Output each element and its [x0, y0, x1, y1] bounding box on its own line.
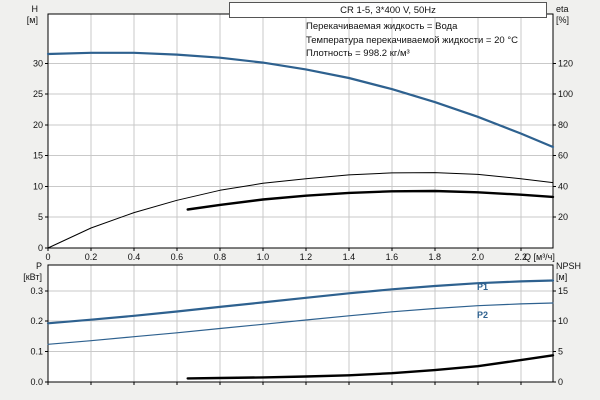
svg-text:0: 0 — [45, 252, 50, 262]
svg-text:1.0: 1.0 — [257, 252, 270, 262]
svg-text:1.4: 1.4 — [343, 252, 356, 262]
chart-title: CR 1-5, 3*400 V, 50Hz — [229, 2, 547, 18]
svg-text:0.1: 0.1 — [30, 347, 43, 357]
svg-text:60: 60 — [558, 151, 568, 161]
svg-text:0.3: 0.3 — [30, 286, 43, 296]
svg-text:0: 0 — [38, 243, 43, 253]
svg-text:30: 30 — [33, 58, 43, 68]
svg-text:5: 5 — [38, 212, 43, 222]
NPSH-curve — [186, 354, 555, 380]
svg-text:25: 25 — [33, 89, 43, 99]
svg-text:100: 100 — [558, 89, 573, 99]
svg-text:15: 15 — [558, 286, 568, 296]
svg-text:0.2: 0.2 — [30, 316, 43, 326]
svg-text:1.8: 1.8 — [429, 252, 442, 262]
eta-pump-curve — [47, 172, 554, 249]
svg-text:40: 40 — [558, 181, 568, 191]
p1-series-label: P1 — [477, 282, 489, 292]
svg-text:0.4: 0.4 — [128, 252, 141, 262]
svg-text:0: 0 — [558, 377, 563, 387]
svg-text:120: 120 — [558, 58, 573, 68]
svg-text:15: 15 — [33, 151, 43, 161]
svg-text:0.2: 0.2 — [85, 252, 98, 262]
svg-text:80: 80 — [558, 120, 568, 130]
svg-text:5: 5 — [558, 347, 563, 357]
annotation-line: Плотность = 998.2 кг/м³ — [306, 48, 410, 59]
H-Q-curve — [46, 51, 555, 149]
svg-text:2.2: 2.2 — [515, 252, 528, 262]
fluid-annotations: Перекачиваемая жидкость = Вода Температу… — [306, 20, 518, 61]
eta-total-curve — [186, 189, 555, 211]
annotation-line: Перекачиваемая жидкость = Вода — [306, 21, 458, 32]
P1-curve — [46, 279, 555, 325]
svg-text:0.6: 0.6 — [171, 252, 184, 262]
svg-text:2.0: 2.0 — [472, 252, 485, 262]
svg-text:1.6: 1.6 — [386, 252, 399, 262]
svg-text:0.0: 0.0 — [30, 377, 43, 387]
svg-text:10: 10 — [558, 316, 568, 326]
P2-curve — [47, 302, 554, 345]
power-axis-label: P [кВт] — [23, 261, 42, 282]
npsh-axis-label: NPSH [м] — [556, 261, 582, 282]
eta-axis-label: eta [%] — [556, 4, 570, 25]
svg-text:1.2: 1.2 — [300, 252, 313, 262]
svg-text:10: 10 — [33, 181, 43, 191]
svg-text:20: 20 — [558, 212, 568, 222]
flow-axis-label: Q [м³/ч] — [524, 251, 555, 262]
annotation-line: Температура перекачиваемой жидкости = 20… — [306, 34, 518, 46]
head-axis-label: H [м] — [26, 4, 38, 25]
svg-text:20: 20 — [33, 120, 43, 130]
p2-series-label: P2 — [477, 310, 489, 320]
svg-text:0.8: 0.8 — [214, 252, 227, 262]
